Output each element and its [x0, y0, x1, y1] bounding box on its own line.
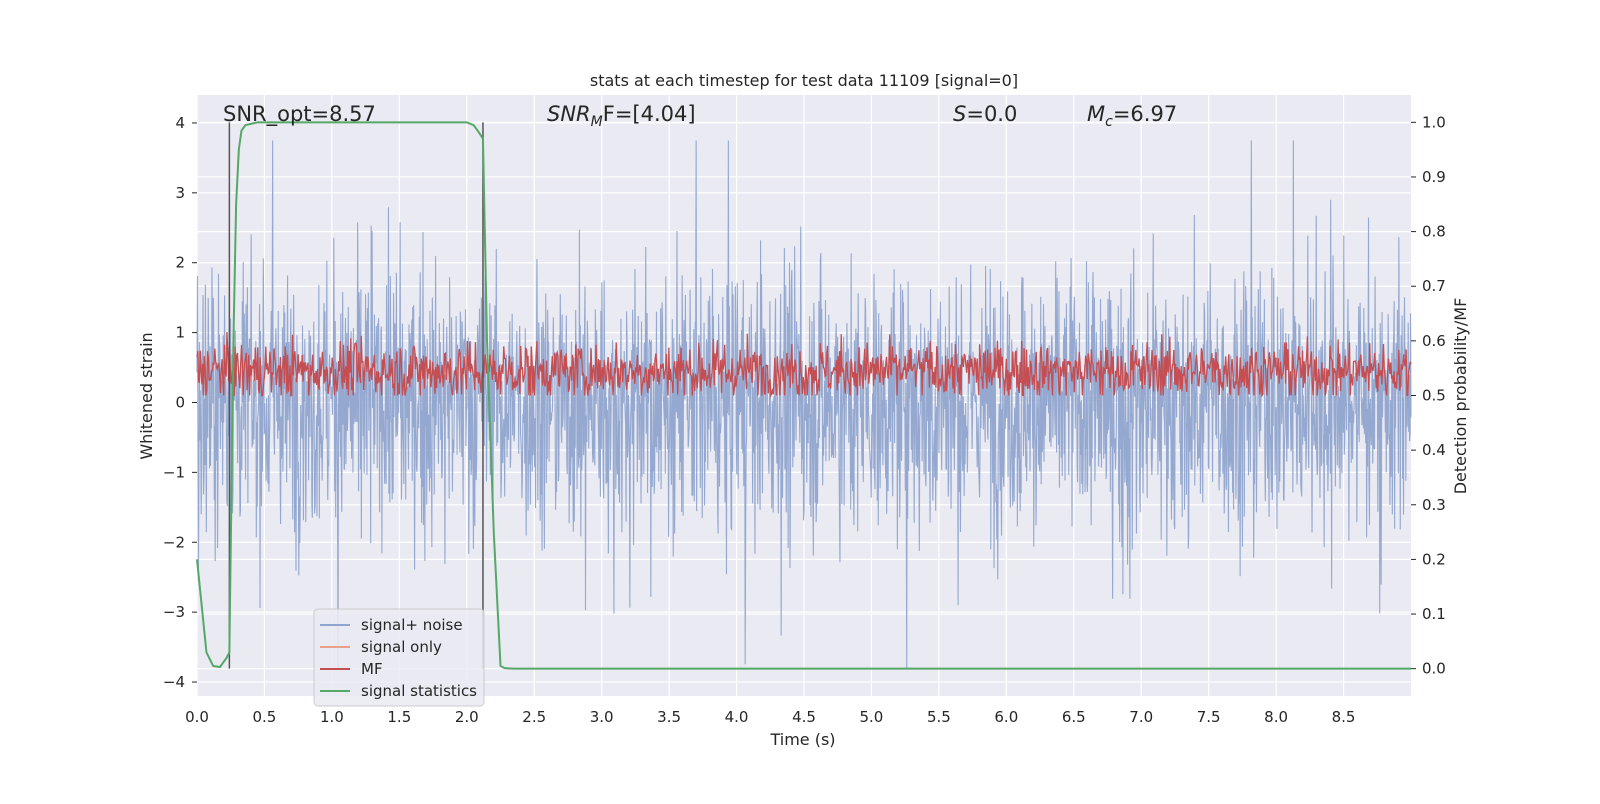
y-tick-label-left-2: 2 — [175, 254, 185, 272]
x-ticks: 0.0 0.5 1.0 1.5 2.0 2.5 3.0 3.5 4.0 4.5 5.0 5.5 6.0 6… — [185, 708, 1355, 726]
y-tick-label-left-7: −3 — [163, 603, 185, 621]
y-tick-label-right-4: 0.6 — [1422, 332, 1446, 350]
annotation-snr-opt: SNR_opt=8.57 — [223, 102, 376, 127]
chart-title: stats at each timestep for test data 111… — [590, 71, 1018, 90]
y-tick-label-right-0: 1.0 — [1422, 113, 1446, 131]
annotation-mc: Mc=6.97 — [1087, 102, 1177, 130]
y-tick-label-left-3: 1 — [175, 324, 185, 342]
y-ticks-right: 1.0 0.9 0.8 0.7 0.6 0.5 0.4 0.3 0.2 0.1 0.0 — [1411, 113, 1446, 678]
y-tick-label-left-1: 3 — [175, 184, 185, 202]
x-tick-label-6: 3.0 — [590, 708, 614, 726]
y-tick-label-right-2: 0.8 — [1422, 223, 1446, 241]
x-tick-label-4: 2.0 — [455, 708, 479, 726]
signal-statistics-line — [196, 121, 1411, 670]
legend-label-mf: MF — [361, 660, 383, 678]
x-tick-label-10: 5.0 — [860, 708, 884, 726]
y-tick-label-right-9: 0.1 — [1422, 605, 1446, 623]
y-ticks-left: 4 3 2 1 0 −1 −2 −3 −4 — [163, 114, 197, 691]
x-tick-label-16: 8.0 — [1264, 708, 1288, 726]
annotation-snr-mf: SNRMF=[4.04] — [547, 102, 696, 130]
x-tick-label-8: 4.0 — [725, 708, 749, 726]
mf-line — [196, 332, 1412, 399]
y-tick-label-right-6: 0.4 — [1422, 441, 1446, 459]
y-tick-label-right-10: 0.0 — [1422, 660, 1446, 678]
legend-label-signal-statistics: signal statistics — [361, 682, 477, 700]
legend: signal+ noise signal only MF signal stat… — [313, 608, 485, 707]
y-tick-label-left-5: −1 — [163, 463, 185, 481]
y-tick-label-left-0: 4 — [175, 114, 185, 132]
y-tick-label-right-8: 0.2 — [1422, 550, 1446, 568]
x-tick-label-2: 1.0 — [320, 708, 344, 726]
x-tick-label-17: 8.5 — [1332, 708, 1356, 726]
y-tick-label-left-8: −4 — [163, 673, 185, 691]
x-tick-label-12: 6.0 — [994, 708, 1018, 726]
y-axis-label-right: Detection probability/MF — [1451, 298, 1470, 495]
x-tick-label-1: 0.5 — [253, 708, 277, 726]
x-tick-label-5: 2.5 — [522, 708, 546, 726]
y-tick-label-left-4: 0 — [175, 393, 185, 411]
signal-statistics-series — [196, 121, 1411, 670]
x-tick-label-3: 1.5 — [387, 708, 411, 726]
y-axis-label-left: Whitened strain — [137, 332, 156, 459]
legend-label-signal-only: signal only — [361, 638, 442, 656]
x-tick-label-14: 7.0 — [1129, 708, 1153, 726]
y-tick-label-right-1: 0.9 — [1422, 168, 1446, 186]
x-tick-label-7: 3.5 — [657, 708, 681, 726]
y-tick-label-right-5: 0.5 — [1422, 387, 1446, 405]
annotation-s: S=0.0 — [953, 102, 1017, 126]
x-tick-label-15: 7.5 — [1197, 708, 1221, 726]
x-tick-label-9: 4.5 — [792, 708, 816, 726]
legend-label-signal-noise: signal+ noise — [361, 616, 463, 634]
y-tick-label-right-7: 0.3 — [1422, 496, 1446, 514]
legend-box — [313, 608, 485, 707]
mf-series — [196, 332, 1412, 399]
x-axis-label: Time (s) — [769, 730, 835, 749]
y-tick-label-left-6: −2 — [163, 533, 185, 551]
x-tick-label-11: 5.5 — [927, 708, 951, 726]
y-tick-label-right-3: 0.7 — [1422, 277, 1446, 295]
x-tick-label-13: 6.5 — [1062, 708, 1086, 726]
x-tick-label-0: 0.0 — [185, 708, 209, 726]
